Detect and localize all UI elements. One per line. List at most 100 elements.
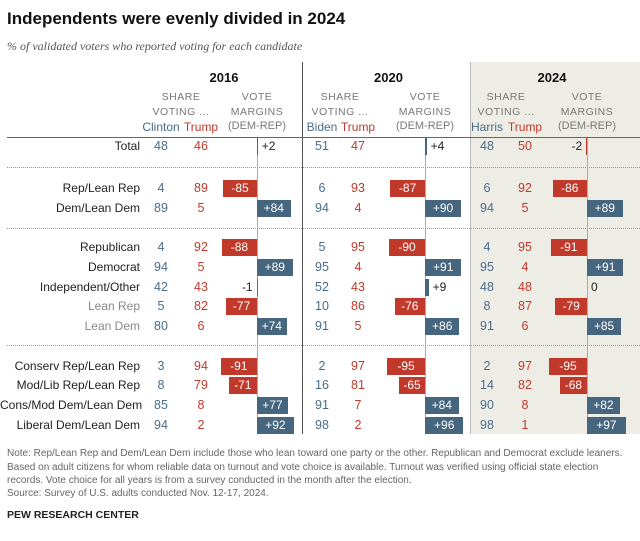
margin-bar-rep: -95 [549, 358, 587, 375]
dem-candidate-label: Biden [306, 120, 338, 134]
zero-axis [587, 138, 588, 434]
rep-share: 5 [354, 319, 362, 333]
dem-share: 42 [154, 280, 168, 294]
share-header: VOTING ... [311, 106, 369, 118]
row-label: Lean Rep [87, 299, 140, 313]
rep-share: 95 [518, 240, 532, 254]
dem-share: 2 [318, 359, 326, 373]
dem-share: 80 [154, 319, 168, 333]
dem-share: 14 [480, 378, 494, 392]
margin-header: MARGINS [398, 106, 452, 118]
margin-header: VOTE [409, 91, 441, 103]
rep-share: 8 [197, 398, 205, 412]
rep-share: 47 [351, 139, 365, 153]
row-label: Democrat [87, 260, 140, 274]
margin-bar-rep: -77 [226, 298, 257, 315]
share-header: VOTING ... [152, 106, 210, 118]
rep-share: 81 [351, 378, 365, 392]
rep-candidate-label: Trump [183, 120, 219, 134]
dem-share: 4 [157, 240, 165, 254]
dem-share: 95 [315, 260, 329, 274]
margin-bar-rep: -85 [223, 180, 257, 197]
dem-share: 6 [318, 181, 326, 195]
column-divider [302, 62, 303, 434]
dem-share: 94 [154, 260, 168, 274]
margin-label: +9 [432, 280, 447, 294]
dem-candidate-label: Clinton [142, 120, 180, 134]
rep-share: 2 [197, 418, 205, 432]
dem-share: 94 [315, 201, 329, 215]
dem-share: 4 [157, 181, 165, 195]
dem-share: 5 [318, 240, 326, 254]
margin-label: +4 [430, 139, 445, 153]
rep-share: 8 [521, 398, 529, 412]
margin-bar-rep [586, 138, 588, 155]
rep-share: 46 [194, 139, 208, 153]
rep-share: 94 [194, 359, 208, 373]
rep-share: 92 [518, 181, 532, 195]
rep-share: 4 [354, 201, 362, 215]
share-header: SHARE [486, 91, 526, 103]
group-divider [7, 345, 640, 346]
margin-bar-rep: -91 [550, 239, 587, 256]
margin-header: MARGINS [560, 106, 614, 118]
dem-share: 4 [483, 240, 491, 254]
row-label: Cons/Mod Dem/Lean Dem [0, 398, 143, 412]
dem-share: 89 [154, 201, 168, 215]
dem-share: 6 [483, 181, 491, 195]
row-label: Republican [79, 240, 140, 254]
margin-bar-dem: +91 [587, 259, 624, 276]
rep-share: 5 [197, 260, 205, 274]
dem-share: 85 [154, 398, 168, 412]
margin-bar-rep: -79 [555, 298, 587, 315]
dem-share: 48 [480, 280, 494, 294]
dem-share: 90 [480, 398, 494, 412]
margin-label: -2 [571, 139, 583, 153]
row-label: Dem/Lean Dem [55, 201, 140, 215]
rep-share: 5 [521, 201, 529, 215]
rep-share: 97 [351, 359, 365, 373]
dem-share: 16 [315, 378, 329, 392]
header-rule [7, 137, 640, 138]
row-label: Independent/Other [39, 280, 140, 294]
dem-share: 5 [157, 299, 165, 313]
source: Source: Survey of U.S. adults conducted … [7, 488, 269, 499]
rep-share: 92 [194, 240, 208, 254]
margin-bar-dem: +89 [587, 200, 623, 217]
dem-share: 48 [480, 139, 494, 153]
dem-share: 98 [480, 418, 494, 432]
row-label: Liberal Dem/Lean Dem [16, 418, 140, 432]
margin-bar-rep: -86 [552, 180, 587, 197]
dem-share: 8 [483, 299, 491, 313]
margin-bar-dem: +97 [587, 417, 626, 434]
year-header: 2016 [209, 70, 239, 85]
brand-logo: PEW RESEARCH CENTER [7, 509, 139, 521]
row-label: Conserv Rep/Lean Rep [14, 359, 140, 373]
margin-bar-dem [425, 279, 429, 296]
dem-share: 95 [480, 260, 494, 274]
rep-share: 4 [354, 260, 362, 274]
margin-bar-rep: -91 [220, 358, 257, 375]
margin-label: +2 [261, 139, 276, 153]
margin-bar-dem: +92 [257, 417, 294, 434]
rep-share: 79 [194, 378, 208, 392]
rep-share: 6 [197, 319, 205, 333]
margin-bar-rep: -90 [389, 239, 425, 256]
dem-share: 8 [157, 378, 165, 392]
dem-candidate-label: Harris [471, 120, 503, 134]
share-header: SHARE [320, 91, 360, 103]
dem-share: 10 [315, 299, 329, 313]
margin-bar-dem: +90 [425, 200, 461, 217]
share-header: SHARE [161, 91, 201, 103]
margin-header: (DEM-REP) [395, 120, 455, 132]
margin-bar-dem: +77 [257, 397, 288, 414]
dem-share: 91 [315, 319, 329, 333]
rep-share: 43 [351, 280, 365, 294]
margin-bar-dem: +86 [425, 318, 460, 335]
margin-bar-rep: -87 [390, 180, 425, 197]
margin-header: (DEM-REP) [227, 120, 287, 132]
rep-share: 6 [521, 319, 529, 333]
margin-bar-rep [256, 279, 258, 296]
margin-bar-dem [425, 138, 427, 155]
